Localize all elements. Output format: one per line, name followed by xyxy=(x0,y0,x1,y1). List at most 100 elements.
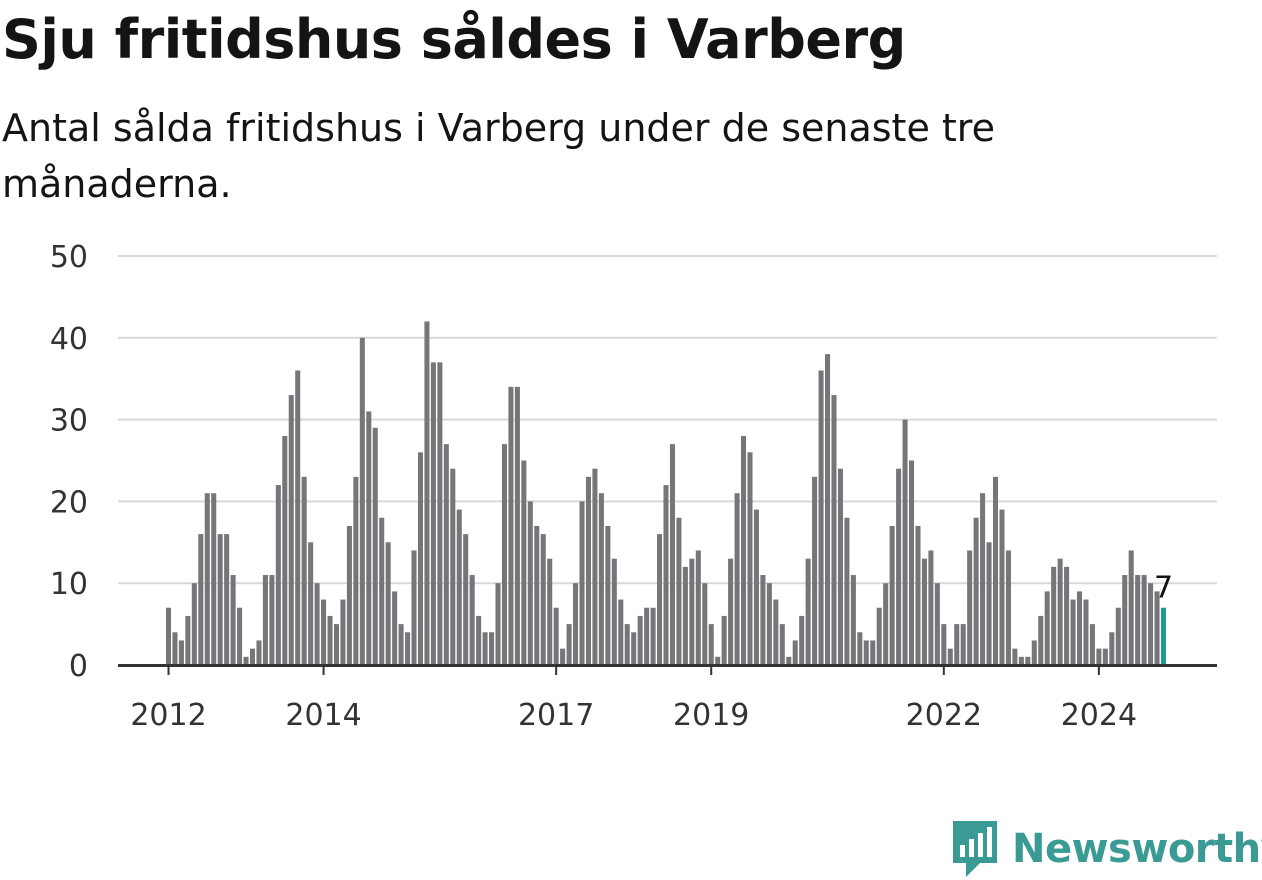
bar xyxy=(489,632,495,665)
bar xyxy=(353,476,359,665)
bar xyxy=(282,435,288,665)
bar xyxy=(211,493,217,665)
bar xyxy=(1018,656,1024,665)
bar xyxy=(366,411,372,665)
bar xyxy=(1128,550,1134,665)
bar xyxy=(831,395,837,665)
x-tick-label: 2019 xyxy=(673,698,749,733)
gridlines xyxy=(118,255,1217,585)
bar xyxy=(237,607,243,665)
bar xyxy=(198,534,204,665)
bar xyxy=(224,534,230,665)
bar xyxy=(430,362,436,665)
bar xyxy=(398,624,404,665)
bar xyxy=(818,370,824,665)
bar xyxy=(262,575,268,665)
x-tick-label: 2017 xyxy=(518,698,594,733)
bar xyxy=(469,575,475,665)
bar xyxy=(191,583,197,665)
bar xyxy=(1148,583,1154,665)
bar xyxy=(333,624,340,665)
bar xyxy=(553,607,559,665)
bar xyxy=(928,550,934,665)
bar xyxy=(1044,591,1050,665)
bar xyxy=(585,476,591,665)
bar xyxy=(573,583,579,665)
bar xyxy=(521,460,527,665)
bar xyxy=(1154,591,1160,665)
bar xyxy=(721,615,727,665)
bar xyxy=(172,632,178,665)
bar xyxy=(747,452,753,665)
bar xyxy=(902,419,908,665)
bar xyxy=(372,427,378,665)
bar xyxy=(450,468,456,665)
bar xyxy=(715,656,721,665)
bar-highlight xyxy=(1160,607,1167,665)
bar xyxy=(1070,599,1076,665)
bar xyxy=(954,624,960,665)
bar xyxy=(1115,607,1121,665)
bar xyxy=(792,640,798,665)
bar xyxy=(424,321,430,665)
bar xyxy=(1109,632,1115,665)
bar xyxy=(934,583,940,665)
bar xyxy=(1096,648,1102,665)
bar xyxy=(883,583,889,665)
x-axis-ticks: 2012 2014 2017 2019 2022 2024 xyxy=(130,665,1137,733)
highlight-value-label: 7 xyxy=(1154,571,1173,606)
bar xyxy=(960,624,966,665)
bar xyxy=(915,525,921,665)
bar xyxy=(909,460,915,665)
bar xyxy=(644,607,650,665)
bar xyxy=(708,624,714,665)
bar xyxy=(812,476,818,665)
bar xyxy=(702,583,708,665)
bar xyxy=(1141,575,1147,665)
y-tick-label: 20 xyxy=(50,485,88,520)
bar xyxy=(178,640,184,665)
bar xyxy=(405,632,411,665)
bar xyxy=(637,615,643,665)
bar xyxy=(1083,599,1089,665)
bar xyxy=(734,493,740,665)
bar xyxy=(805,558,811,665)
bar xyxy=(411,550,417,665)
bar xyxy=(663,485,669,665)
bar xyxy=(1038,615,1044,665)
bar xyxy=(295,370,301,665)
y-tick-label: 0 xyxy=(69,649,88,684)
bar xyxy=(611,558,617,665)
bar xyxy=(540,534,546,665)
bar xyxy=(508,386,514,665)
y-tick-label: 40 xyxy=(50,322,88,357)
bar xyxy=(992,476,999,665)
bar xyxy=(346,525,352,665)
bar xyxy=(249,648,256,665)
bar xyxy=(605,525,611,665)
newsworthy-logo[interactable]: Newsworthy xyxy=(950,818,1262,880)
bar xyxy=(676,517,682,665)
bar xyxy=(527,501,533,665)
bar xyxy=(379,517,385,665)
bar xyxy=(973,517,979,665)
bar xyxy=(779,624,785,665)
bar xyxy=(443,444,449,665)
bar xyxy=(695,550,701,665)
bar xyxy=(837,468,843,665)
bar xyxy=(495,583,501,665)
bar xyxy=(1031,640,1037,665)
bar xyxy=(1076,591,1083,665)
bar xyxy=(857,632,863,665)
bar xyxy=(417,452,423,665)
page-title: Sju fritidshus såldes i Varberg xyxy=(2,8,906,71)
newsworthy-logo-icon xyxy=(953,821,997,877)
bar xyxy=(1102,648,1108,665)
bar xyxy=(463,534,469,665)
bar xyxy=(321,599,327,665)
bar xyxy=(230,575,236,665)
bar xyxy=(980,493,986,665)
bar xyxy=(1051,566,1057,665)
bar xyxy=(1089,624,1095,665)
